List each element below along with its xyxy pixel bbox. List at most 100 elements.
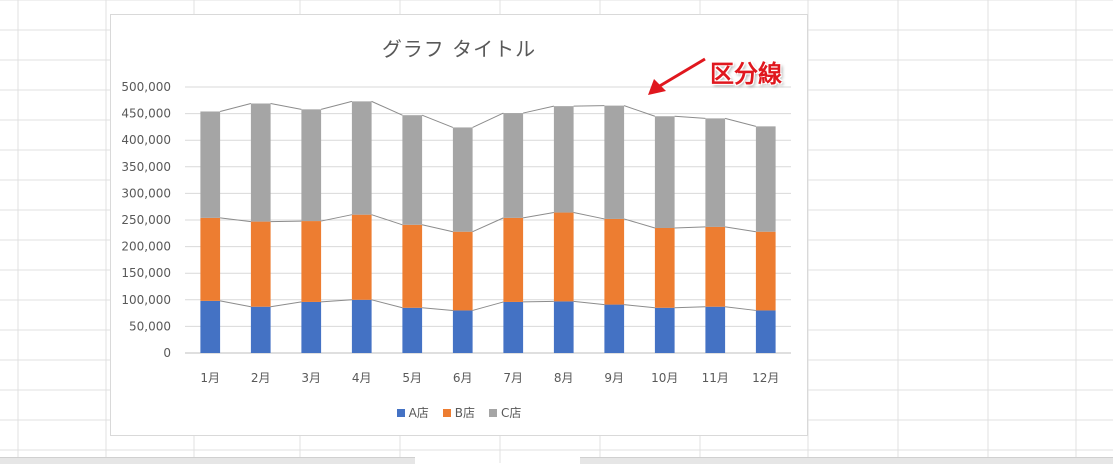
series-line[interactable] — [421, 224, 454, 233]
y-tick-label: 250,000 — [121, 213, 171, 227]
bar-segment[interactable] — [654, 227, 675, 308]
annotation-arrow-icon — [648, 57, 706, 95]
series-line[interactable] — [270, 220, 302, 223]
series-line[interactable] — [674, 226, 706, 229]
legend-item[interactable]: B店 — [442, 404, 476, 421]
bar-segment[interactable] — [503, 217, 524, 302]
series-line[interactable] — [220, 217, 251, 223]
y-tick-label: 0 — [163, 346, 171, 360]
series-line[interactable] — [523, 212, 554, 219]
y-tick-label: 450,000 — [121, 107, 171, 121]
x-tick-label: 7月 — [503, 371, 523, 385]
series-line[interactable] — [320, 214, 353, 222]
y-tick-label: 400,000 — [121, 133, 171, 147]
bar-segment[interactable] — [503, 113, 524, 218]
bar-segment[interactable] — [755, 231, 776, 311]
series-line[interactable] — [321, 299, 352, 303]
bar-segment[interactable] — [200, 300, 221, 353]
bar-segment[interactable] — [351, 214, 372, 300]
bar-segment[interactable] — [452, 231, 473, 311]
series-line[interactable] — [270, 103, 302, 110]
bar-segment[interactable] — [604, 105, 625, 219]
legend-item[interactable]: C店 — [489, 404, 521, 421]
y-tick-label: 500,000 — [121, 80, 171, 94]
series-line[interactable] — [573, 300, 605, 306]
bar-segment[interactable] — [250, 221, 271, 307]
bar-segment[interactable] — [301, 301, 322, 353]
chart-title[interactable]: グラフ タイトル — [381, 37, 537, 61]
chart-legend[interactable]: A店 B店 C店 — [111, 404, 807, 421]
bar-segment[interactable] — [553, 212, 574, 302]
series-line[interactable] — [624, 304, 655, 309]
series-line[interactable] — [724, 117, 757, 127]
bar-segment[interactable] — [503, 301, 524, 353]
bar-segment[interactable] — [402, 307, 423, 353]
y-tick-label: 50,000 — [129, 319, 171, 333]
x-tick-label: 1月 — [200, 371, 220, 385]
series-line[interactable] — [371, 214, 403, 226]
y-tick-label: 100,000 — [121, 293, 171, 307]
series-line[interactable] — [623, 218, 656, 229]
bar-segment[interactable] — [705, 306, 726, 353]
series-line[interactable] — [371, 100, 403, 116]
y-tick-label: 350,000 — [121, 160, 171, 174]
series-line[interactable] — [422, 307, 453, 311]
bar-segment[interactable] — [604, 218, 625, 305]
bar-segment[interactable] — [250, 306, 271, 353]
x-tick-label: 12月 — [752, 371, 779, 385]
series-line[interactable] — [270, 301, 302, 308]
x-tick-label: 8月 — [554, 371, 574, 385]
x-tick-label: 5月 — [402, 371, 422, 385]
bar-segment[interactable] — [604, 304, 625, 353]
chart-area[interactable]: グラフ タイトル 0 50,000 100,000 150,000 200,000 250… — [110, 14, 808, 436]
series-line[interactable] — [725, 306, 756, 311]
bar-segment[interactable] — [351, 101, 372, 215]
legend-swatch — [442, 408, 451, 417]
bar-segment[interactable] — [452, 310, 473, 353]
chart-plot: 0 50,000 100,000 150,000 200,000 250,000 300,0… — [121, 80, 791, 385]
bar-segment[interactable] — [755, 126, 776, 232]
series-line[interactable] — [320, 100, 353, 110]
series-line[interactable] — [674, 115, 706, 119]
series-line[interactable] — [522, 105, 555, 114]
x-tick-label: 4月 — [352, 371, 372, 385]
series-line[interactable] — [623, 105, 656, 117]
series-line[interactable] — [725, 226, 756, 233]
bar-segment[interactable] — [301, 109, 322, 222]
series-line[interactable] — [472, 217, 504, 233]
series-line[interactable] — [472, 112, 504, 128]
legend-swatch — [489, 408, 498, 417]
bar-segment[interactable] — [402, 224, 423, 308]
bar-segment[interactable] — [402, 115, 423, 225]
bar-segment[interactable] — [654, 307, 675, 353]
sheet-tab-strip-right — [580, 457, 1113, 464]
x-tick-label: 9月 — [604, 371, 624, 385]
series-line[interactable] — [219, 103, 252, 112]
bar-segment[interactable] — [654, 116, 675, 228]
series-line[interactable] — [573, 105, 605, 107]
bar-segment[interactable] — [200, 111, 221, 218]
series-line[interactable] — [674, 306, 706, 309]
series-line[interactable] — [220, 300, 251, 308]
series-line[interactable] — [421, 114, 454, 128]
bar-segment[interactable] — [553, 106, 574, 213]
bar-segment[interactable] — [452, 127, 473, 232]
series-line[interactable] — [523, 300, 554, 303]
legend-label: A店 — [408, 406, 429, 420]
y-tick-label: 150,000 — [121, 266, 171, 280]
bar-segment[interactable] — [200, 217, 221, 301]
bar-segment[interactable] — [553, 301, 574, 353]
bar-segment[interactable] — [705, 118, 726, 227]
legend-item[interactable]: A店 — [396, 404, 429, 421]
bar-segment[interactable] — [351, 299, 372, 353]
x-tick-label: 11月 — [702, 371, 729, 385]
bar-segment[interactable] — [755, 310, 776, 353]
series-line[interactable] — [472, 301, 504, 311]
bar-segment[interactable] — [705, 226, 726, 307]
series-line[interactable] — [371, 299, 403, 309]
bar-segment[interactable] — [301, 221, 322, 302]
series-line[interactable] — [573, 212, 605, 220]
legend-label: B店 — [454, 406, 476, 420]
bar-segment[interactable] — [250, 103, 271, 222]
x-tick-label: 2月 — [251, 371, 271, 385]
